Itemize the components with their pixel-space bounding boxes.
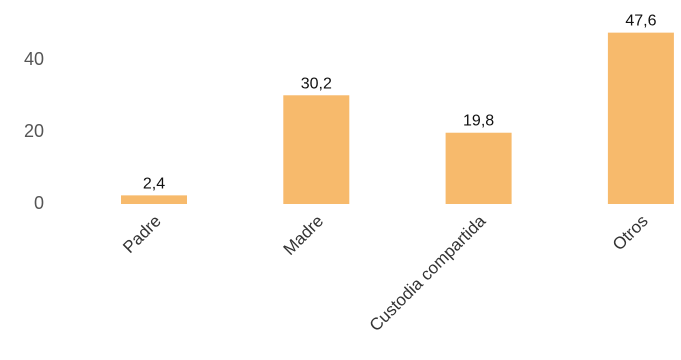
- data-label: 2,4: [143, 175, 165, 192]
- data-label: 30,2: [301, 75, 332, 92]
- y-tick-label: 40: [24, 49, 44, 69]
- bar: [445, 132, 512, 204]
- x-tick-label: Madre: [280, 211, 328, 259]
- x-tick-label: Otros: [609, 211, 652, 254]
- x-tick-label: Padre: [119, 211, 165, 257]
- data-label: 47,6: [625, 13, 656, 30]
- y-tick-label: 0: [34, 193, 44, 213]
- bar: [283, 95, 350, 204]
- x-tick-label: Custodia compartida: [366, 211, 490, 335]
- bar: [607, 32, 674, 204]
- y-tick-label: 20: [24, 121, 44, 141]
- data-label: 19,8: [463, 113, 494, 130]
- bar: [121, 195, 187, 204]
